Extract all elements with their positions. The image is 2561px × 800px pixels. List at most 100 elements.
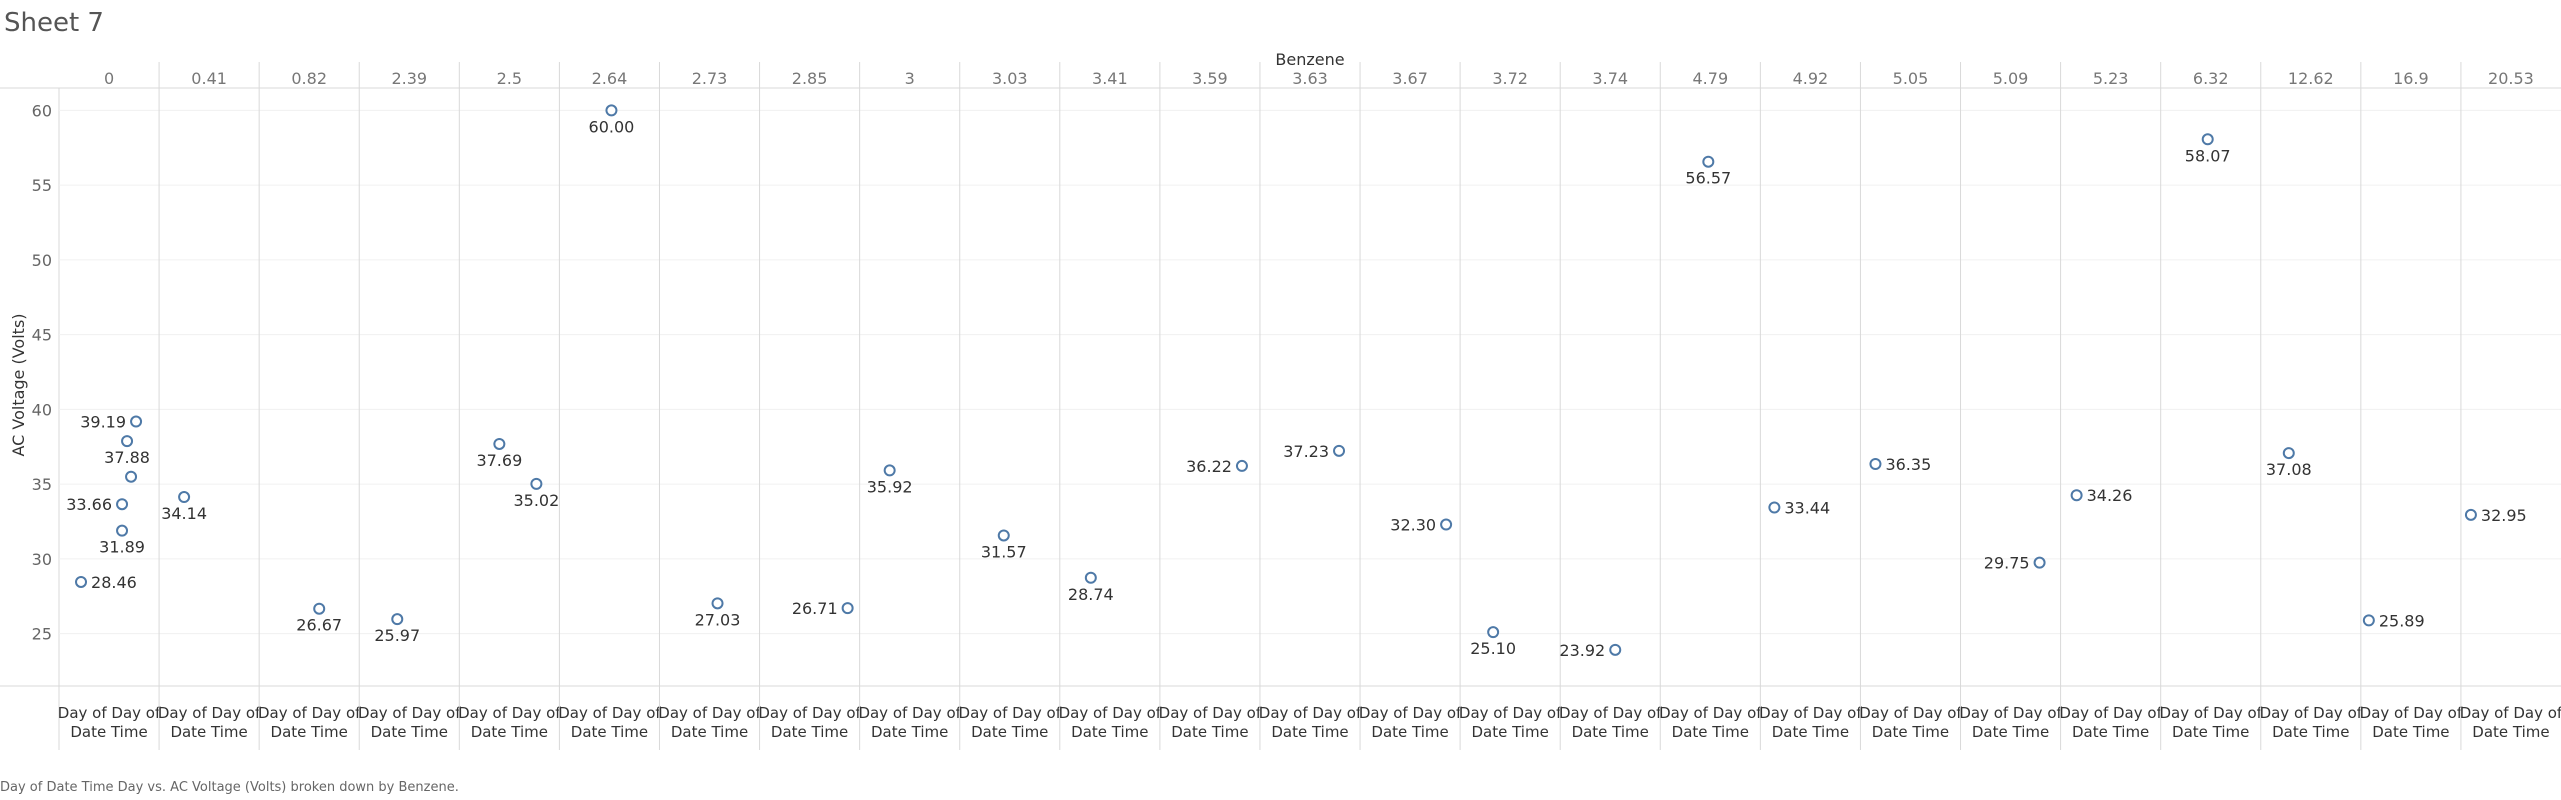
column-header: 3.67	[1392, 69, 1428, 88]
data-point[interactable]	[391, 613, 404, 626]
column-header: 0.82	[291, 69, 327, 88]
column-header: 16.9	[2393, 69, 2429, 88]
data-point[interactable]	[1869, 457, 1882, 470]
y-tick-label: 35	[32, 475, 52, 494]
x-axis-label-line2: Date Time	[1572, 723, 1649, 741]
sheet-title: Sheet 7	[4, 8, 104, 38]
data-point[interactable]	[178, 491, 191, 504]
x-axis-label-line2: Date Time	[271, 723, 348, 741]
x-axis-label-line1: Day of Day of	[658, 704, 761, 722]
column-header: 5.09	[1993, 69, 2029, 88]
data-label: 37.88	[104, 448, 150, 467]
data-point[interactable]	[125, 470, 138, 483]
column-header: 0	[104, 69, 114, 88]
y-tick-label: 50	[32, 251, 52, 270]
x-axis-label-line2: Date Time	[1672, 723, 1749, 741]
column-header: 4.79	[1693, 69, 1729, 88]
x-axis-label-line1: Day of Day of	[858, 704, 961, 722]
data-point[interactable]	[841, 602, 854, 615]
data-label: 25.97	[374, 626, 420, 645]
column-header: 6.32	[2193, 69, 2229, 88]
y-tick-label: 30	[32, 550, 52, 569]
data-point[interactable]	[1235, 459, 1248, 472]
data-label: 36.22	[1186, 457, 1232, 476]
column-header: 3.72	[1492, 69, 1528, 88]
data-label: 34.26	[2087, 486, 2133, 505]
x-axis-label-line2: Date Time	[1371, 723, 1448, 741]
x-axis-label-line1: Day of Day of	[1659, 704, 1762, 722]
column-header: 4.92	[1793, 69, 1829, 88]
column-header: 5.05	[1893, 69, 1929, 88]
x-axis-label-line1: Day of Day of	[959, 704, 1062, 722]
x-axis-label-line1: Day of Day of	[1759, 704, 1862, 722]
data-label: 26.67	[296, 616, 342, 635]
data-point[interactable]	[883, 464, 896, 477]
data-point[interactable]	[121, 435, 134, 448]
x-axis-label-line2: Date Time	[170, 723, 247, 741]
x-axis-label-line1: Day of Day of	[1559, 704, 1662, 722]
data-point[interactable]	[1609, 643, 1622, 656]
x-axis-label-line2: Date Time	[70, 723, 147, 741]
x-axis-label-line2: Date Time	[1972, 723, 2049, 741]
x-axis-label-line2: Date Time	[471, 723, 548, 741]
data-point[interactable]	[493, 437, 506, 450]
data-point[interactable]	[711, 597, 724, 610]
data-label: 25.89	[2379, 611, 2425, 630]
x-axis-label-line1: Day of Day of	[2159, 704, 2262, 722]
column-header: 3.41	[1092, 69, 1128, 88]
data-point[interactable]	[530, 477, 543, 490]
column-header: 3.63	[1292, 69, 1328, 88]
data-point[interactable]	[2070, 489, 2083, 502]
data-point[interactable]	[997, 529, 1010, 542]
data-point[interactable]	[2033, 556, 2046, 569]
column-header: 0.41	[191, 69, 227, 88]
x-axis-label-line1: Day of Day of	[158, 704, 261, 722]
data-point[interactable]	[2362, 614, 2375, 627]
data-point[interactable]	[116, 498, 129, 511]
x-axis-label-line2: Date Time	[971, 723, 1048, 741]
data-point[interactable]	[2282, 447, 2295, 460]
data-point[interactable]	[1487, 626, 1500, 639]
data-point[interactable]	[2201, 133, 2214, 146]
data-point[interactable]	[1084, 571, 1097, 584]
x-axis-label-line1: Day of Day of	[1859, 704, 1962, 722]
data-point[interactable]	[2464, 508, 2477, 521]
data-point[interactable]	[605, 104, 618, 117]
x-axis-label-line2: Date Time	[2472, 723, 2549, 741]
data-label: 26.71	[792, 599, 838, 618]
data-point[interactable]	[1702, 155, 1715, 168]
column-header: 5.23	[2093, 69, 2129, 88]
data-point[interactable]	[313, 602, 326, 615]
data-point[interactable]	[1333, 444, 1346, 457]
column-header: 2.64	[592, 69, 628, 88]
x-axis-label-line2: Date Time	[371, 723, 448, 741]
y-tick-label: 45	[32, 326, 52, 345]
x-axis-label-line2: Date Time	[2372, 723, 2449, 741]
x-axis-label-line1: Day of Day of	[758, 704, 861, 722]
data-point[interactable]	[1768, 501, 1781, 514]
data-point[interactable]	[116, 524, 129, 537]
x-axis-label-line2: Date Time	[1772, 723, 1849, 741]
x-axis-label-line1: Day of Day of	[1459, 704, 1562, 722]
gridlines	[59, 109, 2561, 635]
data-point[interactable]	[1440, 518, 1453, 531]
x-axis-label-line1: Day of Day of	[1159, 704, 1262, 722]
x-axis-label-line2: Date Time	[2272, 723, 2349, 741]
data-point[interactable]	[75, 575, 88, 588]
y-axis-ticks: 25 30 35 40 45 50 55 60	[32, 101, 52, 643]
data-point[interactable]	[130, 415, 143, 428]
